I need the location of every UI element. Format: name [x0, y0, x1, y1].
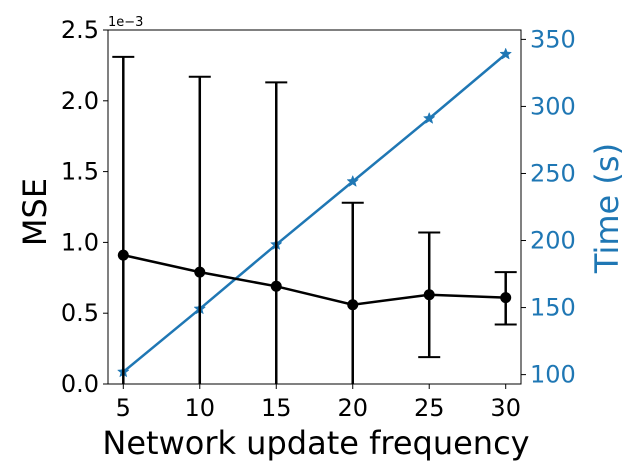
y-left-tick-label-3: 1.5	[61, 158, 99, 186]
mse-point-10	[194, 266, 206, 278]
x-tick-label-15: 15	[261, 394, 292, 422]
y-left-tick-label-4: 2.0	[61, 87, 99, 115]
y-right-tick-label-350: 350	[530, 25, 576, 53]
x-tick-label-20: 20	[337, 394, 368, 422]
time-point-20	[346, 174, 360, 187]
plot-area	[112, 47, 517, 384]
x-axis-title: Network update frequency	[102, 424, 529, 462]
x-tick-label-5: 5	[116, 394, 131, 422]
axes: 5 10 15 20 25 30 0.0 0.5 1.0 1.5 2.0 2.5 100 150 200 25…	[61, 16, 576, 422]
y-left-tick-label-5: 2.5	[61, 16, 99, 44]
mse-point-15	[270, 280, 282, 292]
x-tick-label-10: 10	[185, 394, 216, 422]
mse-point-20	[347, 299, 359, 311]
y-right-tick-label-200: 200	[530, 227, 576, 255]
mse-point-25	[423, 289, 435, 301]
x-tick-label-25: 25	[414, 394, 445, 422]
series-mse-line	[123, 253, 506, 306]
mse-point-30	[500, 292, 512, 304]
y-axis-right-title: Time (s)	[588, 143, 626, 274]
x-tick-label-30: 30	[490, 394, 521, 422]
time-point-25	[422, 111, 436, 124]
y-left-tick-label-1: 0.5	[61, 299, 99, 327]
series-time-line	[122, 53, 507, 373]
plot-frame	[107, 29, 522, 385]
y-axis-left-title: MSE	[16, 178, 54, 246]
y-right-tick-label-150: 150	[530, 294, 576, 322]
y-left-tick-label-0: 0.0	[61, 370, 99, 398]
y-right-tick-label-300: 300	[530, 92, 576, 120]
mse-point-5	[117, 249, 129, 261]
y-axis-offset-label: 1e−3	[108, 15, 143, 30]
time-point-30	[499, 47, 513, 60]
y-right-tick-label-100: 100	[530, 361, 576, 389]
y-right-tick-label-250: 250	[530, 159, 576, 187]
y-left-tick-label-2: 1.0	[61, 228, 99, 256]
